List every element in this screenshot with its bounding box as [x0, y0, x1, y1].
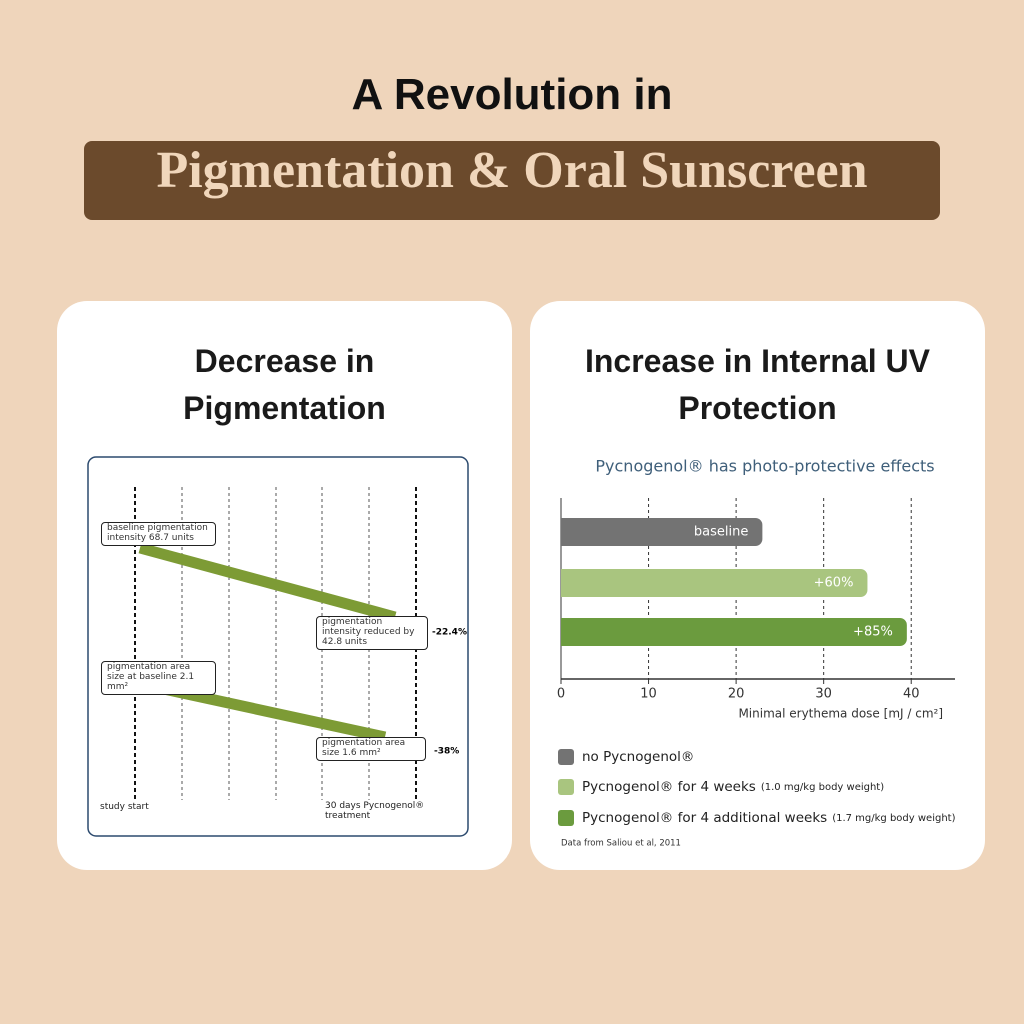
bar-annotation: baseline [694, 525, 748, 540]
bar-annotation: +85% [853, 625, 893, 640]
legend-name: Pycnogenol® for 4 additional weeks [582, 810, 827, 826]
card-title: Increase in Internal UV Protection [584, 343, 930, 426]
x-tick-label: 30 [815, 687, 832, 702]
x-tick-label: 10 [640, 687, 657, 702]
band [138, 542, 397, 623]
bar-annotation: +60% [814, 576, 854, 591]
start-label: pigmentation area size at baseline 2.1 m… [101, 661, 216, 695]
x-tick-label: 20 [728, 687, 745, 702]
change-label: -38% [434, 747, 459, 757]
card-title: Decrease in Pigmentation [183, 343, 386, 426]
subtitle: Pycnogenol® has photo-protective effects [595, 457, 934, 476]
change-label: -22.4% [432, 628, 467, 638]
legend-note: (1.7 mg/kg body weight) [832, 813, 955, 824]
bar [561, 569, 868, 597]
x-category: study start [100, 802, 149, 812]
legend-swatch [558, 779, 574, 795]
legend-note: (1.0 mg/kg body weight) [761, 782, 884, 793]
start-label: baseline pigmentation intensity 68.7 uni… [101, 522, 216, 546]
legend-name: no Pycnogenol® [582, 749, 694, 765]
bar [561, 518, 763, 546]
bar [561, 618, 907, 646]
kicker: A Revolution in [351, 70, 673, 119]
legend-label: no Pycnogenol® [582, 749, 694, 765]
chart-frame [87, 456, 469, 837]
headline: Pigmentation & Oral Sunscreen [156, 142, 868, 199]
banner: Pigmentation & Oral Sunscreen [84, 141, 940, 220]
legend-label: Pycnogenol® for 4 weeks (1.0 mg/kg body w… [582, 779, 884, 795]
x-axis-label: Minimal erythema dose [mJ / cm²] [738, 707, 943, 721]
end-label: pigmentation intensity reduced by 42.8 u… [316, 616, 428, 650]
x-tick-label: 40 [903, 687, 920, 702]
legend-swatch [558, 810, 574, 826]
x-tick-label: 0 [557, 687, 565, 702]
card: Decrease in Pigmentation [57, 301, 512, 870]
legend-swatch [558, 749, 574, 765]
source: Data from Saliou et al, 2011 [561, 839, 681, 849]
end-label: pigmentation area size 1.6 mm² [316, 737, 426, 761]
legend-name: Pycnogenol® for 4 weeks [582, 779, 756, 795]
legend-label: Pycnogenol® for 4 additional weeks (1.7 m… [582, 810, 956, 826]
x-category: 30 days Pycnogenol® treatment [325, 801, 425, 821]
